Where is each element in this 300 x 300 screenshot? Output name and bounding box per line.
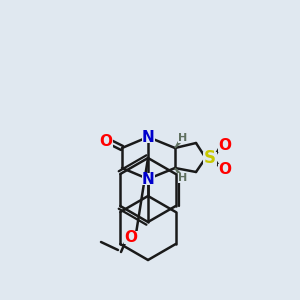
FancyBboxPatch shape [218,139,232,152]
Text: N: N [142,172,154,187]
FancyBboxPatch shape [99,136,113,148]
FancyBboxPatch shape [142,173,154,185]
Text: S: S [204,149,216,167]
Polygon shape [175,168,182,177]
FancyBboxPatch shape [142,131,154,143]
Text: O: O [100,134,112,149]
Text: O: O [218,163,232,178]
Text: O: O [218,137,232,152]
Text: N: N [142,130,154,145]
Polygon shape [175,139,182,148]
Text: H: H [178,173,188,183]
FancyBboxPatch shape [124,230,138,244]
FancyBboxPatch shape [203,152,217,164]
FancyBboxPatch shape [178,173,188,183]
FancyBboxPatch shape [218,164,232,176]
Text: H: H [178,133,188,143]
Text: O: O [124,230,137,244]
FancyBboxPatch shape [178,133,188,143]
